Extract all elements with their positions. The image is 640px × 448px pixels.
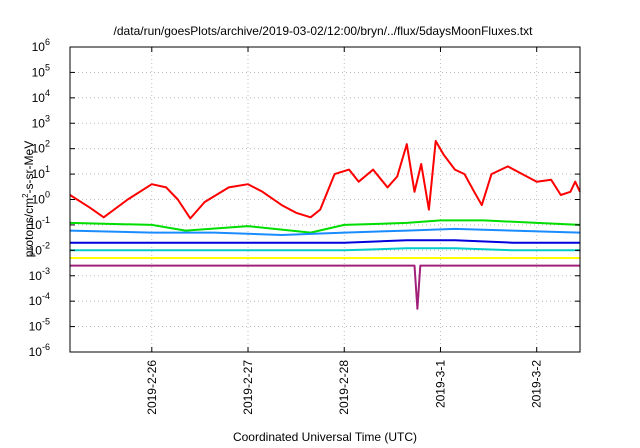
y-tick-label: 102 (32, 139, 50, 156)
y-tick-label-base: 10 (29, 345, 43, 359)
y-tick-label-base: 10 (32, 116, 46, 130)
axes: 10-610-510-410-310-210-11001011021031041… (29, 37, 580, 415)
y-tick-label: 105 (32, 62, 50, 79)
series-line (69, 227, 581, 236)
x-axis-label: Coordinated Universal Time (UTC) (233, 430, 417, 444)
series-line (70, 247, 580, 252)
y-tick-label: 101 (32, 164, 50, 181)
x-tick-label: 2019-3-1 (433, 360, 447, 408)
y-axis-label-rest: -s-sr-MeV (22, 141, 36, 194)
y-tick-label-exp: -5 (42, 317, 50, 327)
y-tick-label-exp: 3 (45, 113, 50, 123)
y-tick-label-base: 10 (29, 269, 43, 283)
y-tick-label: 10-6 (29, 342, 50, 359)
y-tick-label-base: 10 (29, 218, 43, 232)
x-tick-label: 2019-2-26 (145, 360, 159, 415)
y-tick-label: 104 (32, 88, 50, 105)
y-tick-label-exp: 6 (45, 37, 50, 47)
series-line (70, 239, 580, 244)
y-tick-label: 103 (32, 113, 50, 130)
y-tick-label: 106 (32, 37, 50, 54)
x-tick-label: 2019-2-27 (241, 360, 255, 415)
y-tick-label-exp: 1 (45, 164, 50, 174)
y-tick-label-exp: 2 (45, 139, 50, 149)
y-tick-label-exp: -2 (42, 240, 50, 250)
chart-title: /data/run/goesPlots/archive/2019-03-02/1… (114, 24, 534, 38)
y-tick-label-base: 10 (32, 91, 46, 105)
series-group (69, 140, 581, 310)
y-tick-label: 100 (32, 190, 50, 207)
y-tick-label-base: 10 (29, 294, 43, 308)
series-line (69, 219, 581, 234)
y-tick-label: 10-1 (29, 215, 50, 232)
y-tick-label-base: 10 (32, 193, 46, 207)
y-axis-label-base: protons/cm (22, 198, 36, 257)
y-tick-label-exp: -1 (42, 215, 50, 225)
y-tick-label-exp: -3 (42, 266, 50, 276)
y-tick-label-exp: 0 (45, 190, 50, 200)
y-tick-label: 10-5 (29, 317, 50, 334)
y-tick-label: 10-3 (29, 266, 50, 283)
y-tick-label: 10-4 (29, 291, 50, 308)
y-tick-label-base: 10 (29, 243, 43, 257)
series-line (69, 140, 581, 220)
series-line (70, 264, 580, 310)
y-tick-label: 10-2 (29, 240, 50, 257)
y-tick-label-base: 10 (32, 40, 46, 54)
x-tick-label: 2019-2-28 (337, 360, 351, 415)
y-tick-label-base: 10 (29, 320, 43, 334)
y-tick-label-exp: -4 (42, 291, 50, 301)
y-axis-label-sup: 2 (21, 193, 30, 198)
y-tick-label-base: 10 (32, 167, 46, 181)
x-tick-label: 2019-3-2 (530, 360, 544, 408)
y-axis-label: protons/cm2-s-sr-MeV (21, 141, 36, 257)
y-tick-label-exp: 4 (45, 88, 50, 98)
y-tick-label-exp: 5 (45, 62, 50, 72)
y-tick-label-base: 10 (32, 142, 46, 156)
y-tick-label-base: 10 (32, 65, 46, 79)
y-tick-label-exp: -6 (42, 342, 50, 352)
